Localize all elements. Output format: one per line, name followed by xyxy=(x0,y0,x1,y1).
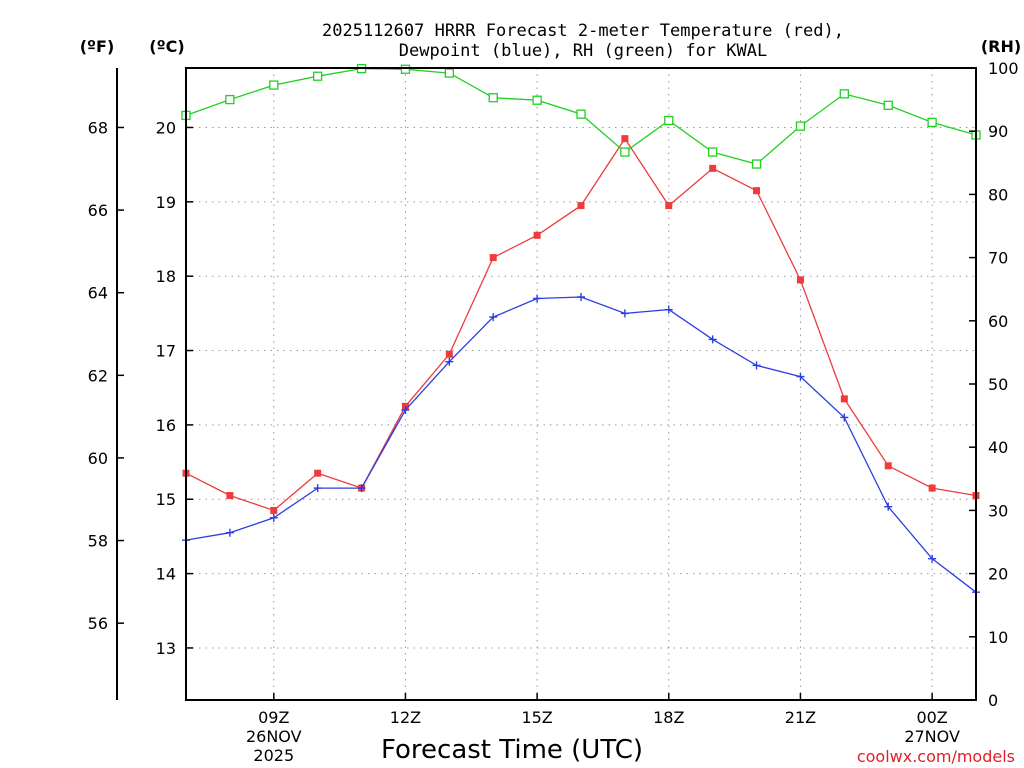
celsius-tick-label: 20 xyxy=(156,118,176,137)
dewpoint-point xyxy=(928,554,937,563)
dewpoint-point xyxy=(401,406,410,415)
dewpoint-point xyxy=(533,294,542,303)
temperature-point xyxy=(840,395,848,403)
relative-humidity-point xyxy=(444,68,454,78)
time-tick-label: 00Z xyxy=(916,708,947,727)
temperature-point xyxy=(314,469,322,477)
relative-humidity-point xyxy=(269,80,279,90)
rh-tick-label: 60 xyxy=(988,312,1008,331)
temperature-point xyxy=(445,350,453,358)
rh-tick-label: 0 xyxy=(988,691,998,710)
dewpoint-point xyxy=(708,335,717,344)
dewpoint-point xyxy=(357,484,366,493)
relative-humidity-point xyxy=(751,159,762,169)
dewpoint-point xyxy=(445,357,454,366)
dewpoint-point xyxy=(664,305,673,314)
date-label: 2025 xyxy=(253,746,294,765)
dewpoint-series-line xyxy=(185,296,977,593)
dewpoint-point xyxy=(489,313,498,322)
time-tick-label: 09Z xyxy=(258,708,289,727)
fahrenheit-tick-label: 66 xyxy=(88,201,108,220)
temperature-point xyxy=(621,135,629,143)
time-tick-label: 12Z xyxy=(390,708,421,727)
temperature-point xyxy=(533,231,541,239)
relative-humidity-point xyxy=(839,89,849,99)
dewpoint-point xyxy=(225,528,234,537)
rh-tick-label: 100 xyxy=(988,59,1019,78)
rh-tick-label: 10 xyxy=(988,628,1008,647)
dewpoint-point xyxy=(752,361,761,370)
relative-humidity-point xyxy=(883,100,893,110)
time-tick-label: 15Z xyxy=(521,708,552,727)
celsius-tick-label: 19 xyxy=(156,193,176,212)
temperature-point xyxy=(709,164,717,172)
fahrenheit-unit-label: (ºF) xyxy=(80,37,115,56)
chart-title-line-1: 2025112607 HRRR Forecast 2-meter Tempera… xyxy=(322,21,844,41)
relative-humidity-point xyxy=(620,147,630,157)
rh-tick-label: 90 xyxy=(988,122,1008,141)
temperature-point xyxy=(753,187,761,195)
fahrenheit-tick-label: 62 xyxy=(88,366,108,385)
relative-humidity-point xyxy=(225,94,235,105)
relative-humidity-point xyxy=(488,93,498,103)
celsius-tick-label: 13 xyxy=(156,639,176,658)
rh-tick-label: 40 xyxy=(988,438,1008,457)
dewpoint-point xyxy=(313,484,322,493)
rh-tick-label: 50 xyxy=(988,375,1008,394)
rh-tick-label: 20 xyxy=(988,565,1008,584)
dewpoint-point xyxy=(269,513,278,522)
dewpoint-point xyxy=(620,309,629,318)
dewpoint-point xyxy=(577,293,585,302)
gridlines xyxy=(186,68,976,700)
temperature-point xyxy=(226,492,234,500)
relative-humidity-point xyxy=(576,109,586,119)
date-label: 26NOV xyxy=(246,727,302,746)
fahrenheit-tick-label: 64 xyxy=(88,284,108,303)
celsius-tick-label: 14 xyxy=(156,565,176,584)
relative-humidity-point xyxy=(313,71,323,81)
celsius-tick-label: 18 xyxy=(156,267,176,286)
relative-humidity-point xyxy=(400,64,411,74)
celsius-unit-label: (ºC) xyxy=(149,37,184,56)
fahrenheit-tick-label: 68 xyxy=(88,118,108,137)
temperature-point xyxy=(270,506,278,514)
temperature-point xyxy=(577,202,585,210)
celsius-tick-label: 16 xyxy=(156,416,176,435)
dewpoint-point xyxy=(796,372,805,381)
temperature-point xyxy=(489,254,497,262)
rh-tick-label: 70 xyxy=(988,249,1008,268)
relative-humidity-point xyxy=(532,95,542,105)
relative-humidity-point xyxy=(927,117,937,128)
credit-text: coolwx.com/models xyxy=(857,747,1015,766)
temperature-series-line xyxy=(185,137,977,512)
rh-unit-label: (RH) xyxy=(981,37,1021,56)
rh-tick-label: 80 xyxy=(988,185,1008,204)
fahrenheit-tick-label: 56 xyxy=(88,614,108,633)
axis-ticks: 13 14 15 16 17 18 19 20 56 58 60 62 64 66 68 0 10 20 30 40 5… xyxy=(88,59,1019,765)
celsius-tick-label: 15 xyxy=(156,490,176,509)
relative-humidity-point xyxy=(708,147,718,157)
dewpoint-point xyxy=(884,502,893,511)
x-axis-title: Forecast Time (UTC) xyxy=(381,735,643,765)
plot-frame xyxy=(185,67,977,701)
data-series xyxy=(181,63,981,597)
fahrenheit-tick-label: 58 xyxy=(88,532,108,551)
temperature-point xyxy=(796,276,804,284)
temperature-point xyxy=(665,202,673,210)
date-label: 27NOV xyxy=(904,727,960,746)
relative-humidity-point xyxy=(795,121,806,131)
temperature-point xyxy=(928,484,936,492)
time-tick-label: 21Z xyxy=(785,708,816,727)
rh-tick-label: 30 xyxy=(988,501,1008,520)
time-tick-label: 18Z xyxy=(653,708,684,727)
celsius-tick-label: 17 xyxy=(156,342,176,361)
chart-title-line-2: Dewpoint (blue), RH (green) for KWAL xyxy=(399,41,767,61)
fahrenheit-tick-label: 60 xyxy=(88,449,108,468)
dewpoint-point xyxy=(840,413,849,422)
relative-humidity-point xyxy=(664,115,674,126)
temperature-point xyxy=(884,462,892,470)
